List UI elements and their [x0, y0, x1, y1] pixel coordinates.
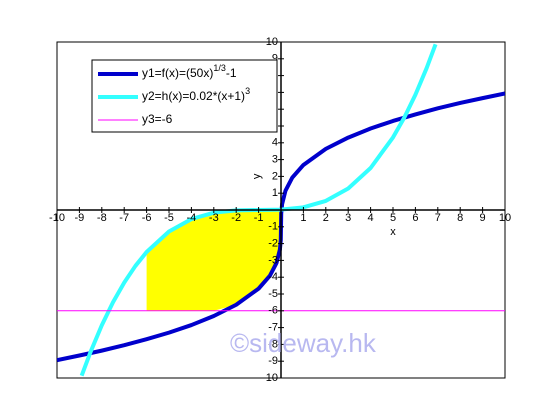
legend-label: y1=f(x)=(50x)1/3-1 [142, 63, 237, 80]
x-tick-label: 5 [390, 212, 396, 224]
y-tick-label: -8 [268, 338, 278, 350]
y-tick-label: -3 [268, 254, 278, 266]
x-tick-label: 8 [457, 212, 463, 224]
axes: -10 -9 -8 -7 -6 -5 -4 -3 -2 -1 1 2 3 4 5 6 7 8 9 10-10-9-8-… [49, 36, 511, 384]
y-tick-label: 3 [272, 154, 278, 166]
x-tick-label: 10 [499, 212, 511, 224]
y-tick-label: -7 [268, 322, 278, 334]
x-tick-label: 1 [300, 212, 306, 224]
y-tick-label: -10 [262, 372, 278, 384]
x-tick-label: -1 [254, 212, 264, 224]
y-tick-label: 1 [272, 187, 278, 199]
x-tick-label: -3 [209, 212, 219, 224]
x-tick-label: -6 [142, 212, 152, 224]
legend-sup: 3 [245, 86, 250, 96]
legend: y1=f(x)=(50x)1/3-1 y2=h(x)=0.02*(x+1)3 y3=… [91, 59, 278, 133]
y-tick-label: 9 [272, 53, 278, 65]
legend-text: y2=h(x)=0.02*(x+1) [142, 89, 245, 103]
shaded-region [146, 209, 281, 311]
y-tick-label: 2 [272, 170, 278, 182]
legend-label: y2=h(x)=0.02*(x+1)3 [142, 86, 250, 103]
x-tick-label: -4 [187, 212, 197, 224]
x-tick-label: -9 [75, 212, 85, 224]
x-tick-label: 2 [323, 212, 329, 224]
x-tick-label: 6 [412, 212, 418, 224]
y-axis-label: y [251, 173, 263, 179]
legend-label: y3=-6 [142, 112, 173, 126]
x-tick-label: 3 [345, 212, 351, 224]
x-tick-label: -8 [97, 212, 107, 224]
x-tick-label: -7 [119, 212, 129, 224]
x-tick-label: 9 [480, 212, 486, 224]
y-tick-label: -1 [268, 221, 278, 233]
y-tick-label: 10 [266, 36, 278, 48]
x-axis-label: x [390, 226, 396, 238]
y-tick-label: -2 [268, 238, 278, 250]
y-tick-label: -6 [268, 305, 278, 317]
x-tick-label: -2 [231, 212, 241, 224]
legend-text: y1=f(x)=(50x) [142, 66, 213, 80]
x-tick-label: 7 [435, 212, 441, 224]
y-tick-label: -5 [268, 288, 278, 300]
x-tick-label: -10 [49, 212, 65, 224]
y-tick-label: -4 [268, 271, 278, 283]
legend-text: y3=-6 [142, 112, 173, 126]
x-tick-label: -5 [164, 212, 174, 224]
y-tick-label: -9 [268, 355, 278, 367]
x-tick-label: 4 [368, 212, 374, 224]
legend-text-after: -1 [226, 66, 237, 80]
y-tick-label: 4 [272, 137, 278, 149]
legend-sup: 1/3 [213, 63, 226, 73]
watermark: ©sideway.hk [230, 328, 377, 358]
